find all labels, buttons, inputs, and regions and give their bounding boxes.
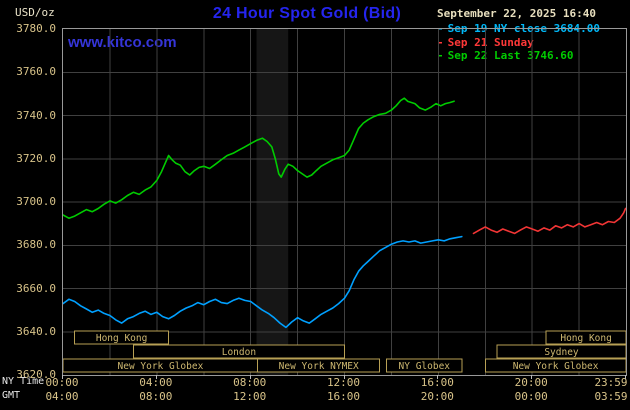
market-session-label: New York NYMEX bbox=[279, 361, 359, 372]
chart-datetime: September 22, 2025 16:40 bbox=[437, 7, 596, 20]
y-axis-units-label: USD/oz bbox=[15, 6, 55, 19]
market-session-box bbox=[132, 344, 346, 359]
market-session-box bbox=[496, 344, 626, 359]
x-axis-tick-mark bbox=[531, 375, 533, 379]
price-line-sep21 bbox=[472, 207, 626, 235]
y-axis-tick-label: 3720.0 bbox=[16, 151, 56, 165]
market-session-label: Sydney bbox=[544, 347, 579, 358]
gmt-time-tick-label: 08:00 bbox=[139, 390, 173, 403]
market-session-box bbox=[545, 330, 626, 345]
gmt-time-tick-label: 12:00 bbox=[233, 390, 267, 403]
x-axis-tick-mark bbox=[437, 375, 439, 379]
legend-label: Sep 22 Last 3746.60 bbox=[447, 49, 574, 62]
market-session-label: Hong Kong bbox=[96, 333, 147, 344]
legend-marker: - bbox=[437, 35, 444, 49]
market-session-label: NY Globex bbox=[399, 361, 451, 372]
gmt-time-tick-label: 00:00 bbox=[514, 390, 548, 403]
ny-time-tick-label: 16:00 bbox=[420, 376, 454, 389]
legend-label: Sep 21 Sunday bbox=[447, 35, 534, 49]
ny-time-tick-label: 04:00 bbox=[139, 376, 173, 389]
y-axis-tick-label: 3640.0 bbox=[16, 324, 56, 338]
gmt-axis-caption: GMT bbox=[2, 390, 21, 401]
kitco-watermark-link[interactable]: www.kitco.com bbox=[68, 34, 177, 51]
gmt-time-tick-label: 20:00 bbox=[420, 390, 454, 403]
gmt-time-tick-label: 03:59 bbox=[594, 390, 628, 403]
market-session-label: Hong Kong bbox=[560, 333, 611, 344]
market-session-box bbox=[386, 358, 463, 373]
market-session-box bbox=[257, 358, 381, 373]
ny-time-tick-label: 20:00 bbox=[514, 376, 548, 389]
price-chart-svg: Hong Kong Hong Kong London Sydney New York G… bbox=[63, 29, 626, 375]
x-axis-tick-mark bbox=[62, 375, 63, 379]
y-axis-tick-label: 3700.0 bbox=[16, 195, 56, 208]
y-axis-tick-label: 3620.0 bbox=[16, 368, 56, 381]
ny-time-tick-label: 00:00 bbox=[45, 376, 79, 389]
market-session-label: New York Globex bbox=[513, 361, 599, 372]
market-session-box bbox=[484, 358, 626, 373]
legend-marker: - bbox=[437, 49, 444, 62]
ny-time-tick-label: 12:00 bbox=[326, 376, 361, 389]
market-session-label: New York Globex bbox=[118, 361, 204, 372]
x-axis-tick-mark bbox=[624, 375, 626, 379]
legend-item: - Sep 22 Last 3746.60 bbox=[437, 49, 600, 63]
y-axis-tick-label: 3740.0 bbox=[16, 108, 56, 122]
price-line-sep22 bbox=[63, 97, 455, 219]
x-axis-tick-mark bbox=[249, 375, 251, 379]
ny-time-axis-row: NY Time 00:00 04:00 08:00 12:00 16:00 20:00 23… bbox=[0, 376, 630, 389]
gmt-time-tick-label: 04:00 bbox=[45, 390, 79, 403]
gmt-axis-row: GMT 04:00 08:00 12:00 16:00 20:00 00:00 03:59 bbox=[0, 390, 630, 403]
chart-title: 24 Hour Spot Gold (Bid) bbox=[212, 5, 402, 22]
market-session-box bbox=[74, 330, 170, 345]
y-axis-tick-label: 3660.0 bbox=[16, 281, 56, 295]
ny-time-axis-caption: NY Time bbox=[2, 376, 45, 387]
y-axis-tick-label: 3780.0 bbox=[16, 22, 56, 35]
legend-item: - Sep 21 Sunday bbox=[437, 36, 600, 50]
gmt-time-tick-label: 16:00 bbox=[326, 390, 361, 403]
plot-area: Hong Kong Hong Kong London Sydney New York G… bbox=[62, 28, 627, 376]
ny-time-tick-label: 08:00 bbox=[233, 376, 267, 389]
y-axis-tick-label: 3680.0 bbox=[16, 238, 56, 252]
x-axis-tick-mark bbox=[155, 375, 157, 379]
x-axis-tick-mark bbox=[343, 375, 345, 379]
y-axis-tick-label: 3760.0 bbox=[16, 65, 56, 79]
market-session-label: London bbox=[222, 347, 256, 358]
price-line-sep19 bbox=[63, 235, 463, 329]
ny-time-tick-label: 23:59 bbox=[594, 376, 628, 389]
